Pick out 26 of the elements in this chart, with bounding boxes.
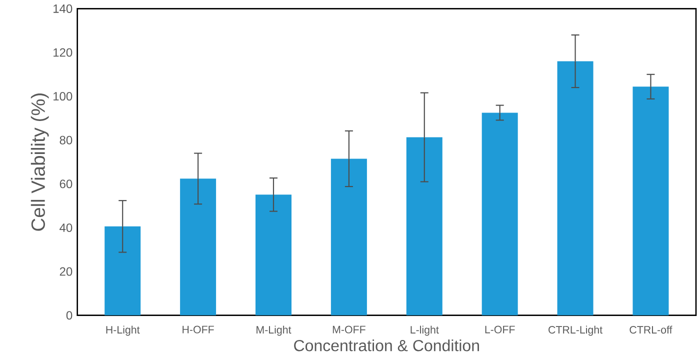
bar <box>104 226 141 316</box>
y-tick-label: 60 <box>60 180 72 188</box>
x-tick-label: H-OFF <box>182 326 214 334</box>
x-axis-title: Concentration & Condition <box>294 340 479 352</box>
y-tick-label: 80 <box>60 136 72 144</box>
x-tick-label: M-OFF <box>332 326 366 334</box>
y-tick-label: 40 <box>60 223 72 232</box>
y-tick-label: 120 <box>54 48 72 57</box>
x-tick-label: L-light <box>410 326 439 336</box>
y-tick-label: 0 <box>66 311 72 320</box>
x-tick-label: M-Light <box>256 326 292 336</box>
bar <box>256 194 292 316</box>
x-tick-label: CTRL-off <box>630 326 672 334</box>
y-axis-title: Cell Viability (%) <box>30 94 49 231</box>
x-tick-label: CTRL-Light <box>548 326 602 336</box>
bar <box>482 112 518 316</box>
bar <box>180 178 216 316</box>
x-tick-label: L-OFF <box>485 326 515 334</box>
y-tick-label: 100 <box>54 92 72 101</box>
bar <box>557 61 594 316</box>
y-tick-label: 140 <box>54 4 72 13</box>
bar <box>406 137 442 316</box>
x-tick-label: H-Light <box>106 326 140 336</box>
bar <box>632 86 669 316</box>
bar <box>330 158 367 316</box>
y-tick-label: 20 <box>60 267 72 276</box>
